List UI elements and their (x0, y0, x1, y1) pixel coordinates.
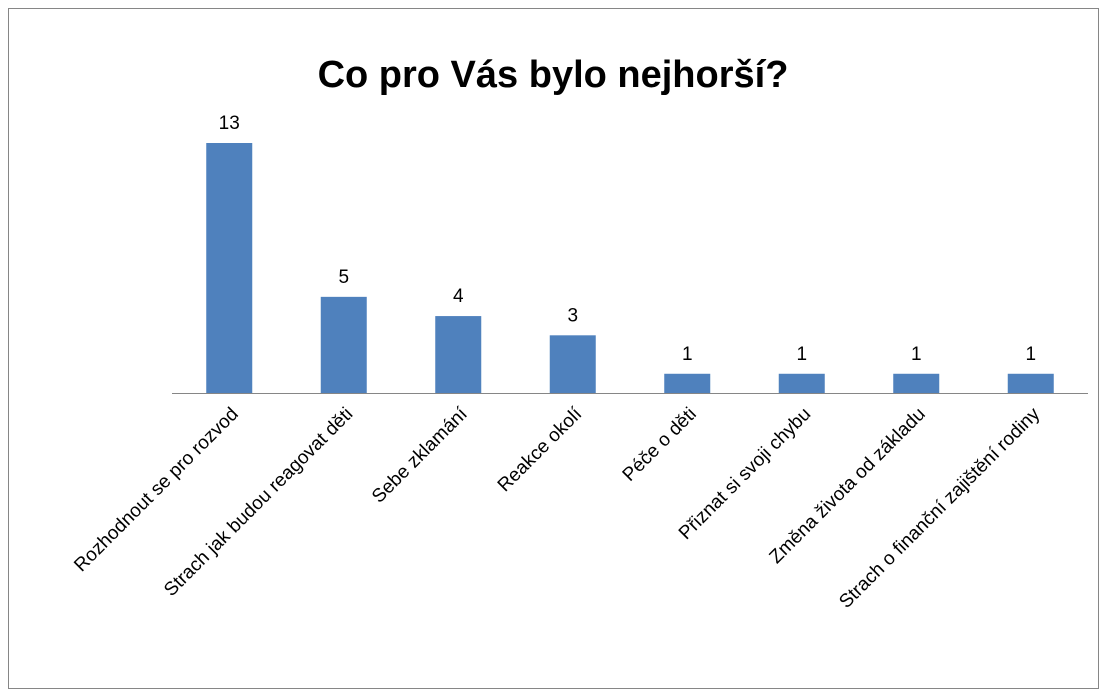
bar (664, 373, 711, 393)
bar (778, 373, 825, 393)
data-label: 1 (1025, 344, 1036, 365)
bar (1007, 373, 1054, 393)
bar (893, 373, 940, 393)
data-label: 4 (453, 286, 464, 307)
chart-title: Co pro Vás bylo nejhorší? (318, 54, 789, 96)
data-label: 3 (567, 305, 578, 326)
bar (320, 296, 367, 393)
data-label: 1 (796, 344, 807, 365)
bar (435, 316, 482, 393)
data-label: 13 (219, 113, 240, 134)
bar (206, 143, 253, 393)
bar (549, 335, 596, 393)
data-label: 1 (682, 344, 693, 365)
data-label: 1 (911, 344, 922, 365)
data-label: 5 (338, 267, 349, 288)
